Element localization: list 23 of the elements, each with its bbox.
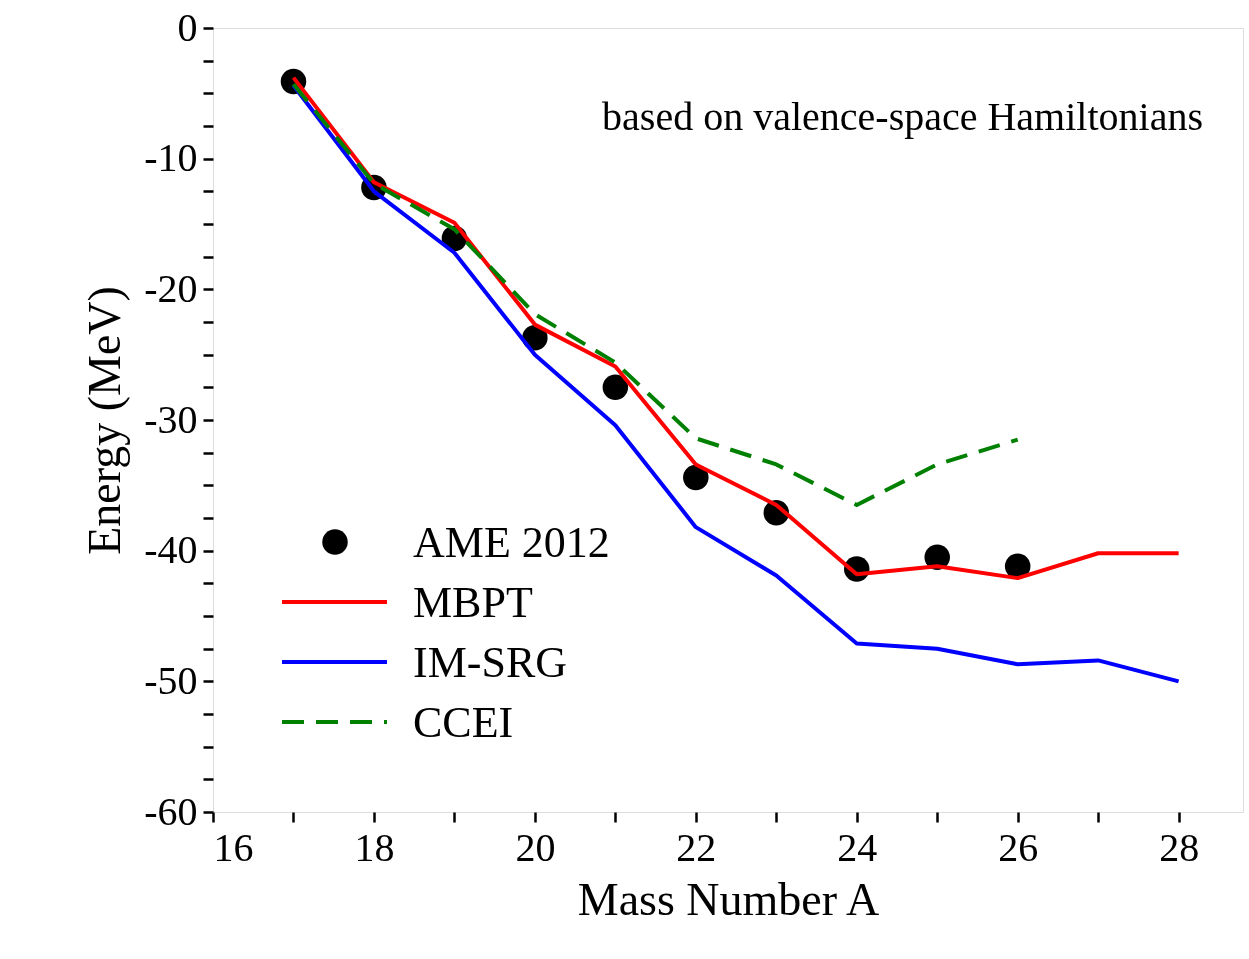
y-tick-label: -40 bbox=[144, 527, 198, 573]
legend-label: CCEI bbox=[413, 698, 514, 747]
x-tick-label: 28 bbox=[1159, 824, 1200, 870]
point bbox=[602, 374, 629, 401]
y-tick-label: -30 bbox=[144, 396, 198, 442]
legend-label: MBPT bbox=[413, 578, 533, 627]
legend-label: IM-SRG bbox=[413, 638, 568, 687]
x-tick-label: 22 bbox=[676, 824, 717, 870]
x-tick-label: 16 bbox=[213, 824, 254, 870]
point bbox=[683, 464, 709, 491]
x-tick-label: 24 bbox=[837, 824, 878, 870]
y-axis-title: Energy (MeV) bbox=[79, 286, 131, 555]
y-tick-label: -60 bbox=[144, 788, 198, 834]
legend-label: AME 2012 bbox=[413, 518, 610, 567]
x-tick-label: 18 bbox=[354, 824, 395, 870]
x-axis-title: Mass Number A bbox=[577, 873, 880, 925]
x-tick-label: 26 bbox=[998, 824, 1039, 870]
y-tick-label: -50 bbox=[144, 657, 198, 703]
x-tick-label: 20 bbox=[515, 824, 556, 870]
y-tick-label: -10 bbox=[144, 135, 198, 181]
y-tick-label: -20 bbox=[144, 265, 198, 311]
annotation: based on valence-space Hamiltonians bbox=[602, 94, 1203, 139]
y-tick-label: 0 bbox=[177, 4, 198, 50]
